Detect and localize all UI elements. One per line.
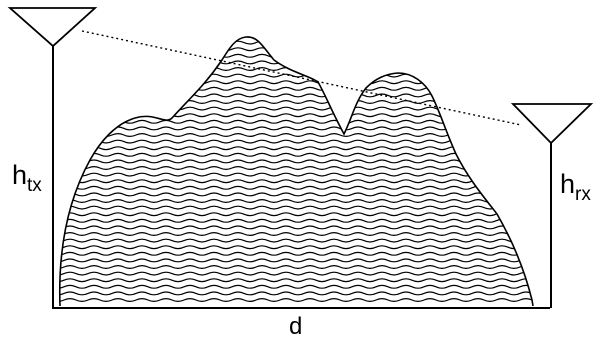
transmitter-antenna-icon: [7, 7, 98, 308]
hatch-wave-line: [59, 80, 533, 85]
hatch-wave-line: [59, 265, 533, 269]
hatch-wave-line: [59, 212, 533, 217]
hatch-wave-line: [59, 205, 533, 210]
hatch-wave-line: [59, 172, 533, 177]
hatch-wave-line: [59, 238, 533, 243]
hatch-wave-line: [59, 199, 533, 203]
receiver-antenna-icon: [510, 103, 594, 308]
hatch-wave-line: [59, 113, 533, 118]
hatch-wave-line: [59, 245, 533, 250]
hatch-wave-line: [59, 36, 533, 38]
hatch-wave-line: [59, 284, 533, 289]
hatch-wave-line: [59, 278, 533, 283]
hatch-wave-line: [59, 179, 533, 184]
hatch-wave-line: [59, 218, 533, 223]
line-of-sight-path: [81, 30, 522, 126]
hatch-wave-line: [59, 119, 533, 124]
hatch-wave-line: [59, 291, 533, 296]
hatch-wave-line: [59, 251, 533, 256]
hatch-wave-line: [59, 67, 533, 71]
hatch-wave-line: [59, 133, 533, 137]
hatch-wave-line: [59, 185, 533, 190]
hatch-wave-line: [59, 53, 533, 58]
hatch-wave-line: [59, 93, 533, 98]
tx-height-label: htx: [12, 160, 42, 196]
rx-height-label: hrx: [560, 169, 591, 205]
hatch-wave-line: [59, 192, 533, 197]
hatch-wave-line: [59, 258, 533, 263]
hatch-wave-line: [59, 271, 533, 276]
hatch-wave-line: [59, 152, 533, 157]
hatch-wave-line: [59, 166, 533, 170]
terrain-outline: [58, 36, 534, 307]
hatch-wave-line: [59, 159, 533, 164]
hatch-wave-line: [59, 232, 533, 236]
hatch-wave-line: [59, 86, 533, 91]
rx-height-subscript: rx: [575, 184, 591, 205]
hatch-wave-line: [59, 298, 533, 302]
hatch-wave-line: [59, 106, 533, 111]
tx-height-subscript: tx: [27, 175, 42, 196]
hatch-wave-line: [59, 126, 533, 131]
hatch-wave-line: [59, 47, 533, 52]
hatch-wave-line: [59, 146, 533, 151]
hatch-wave-line: [59, 225, 533, 230]
hatch-wave-line: [59, 60, 533, 65]
hatch-wave-line: [59, 100, 533, 104]
hatch-wave-line: [59, 139, 533, 144]
distance-label: d: [289, 313, 302, 340]
hatch-wave-line: [59, 40, 533, 45]
